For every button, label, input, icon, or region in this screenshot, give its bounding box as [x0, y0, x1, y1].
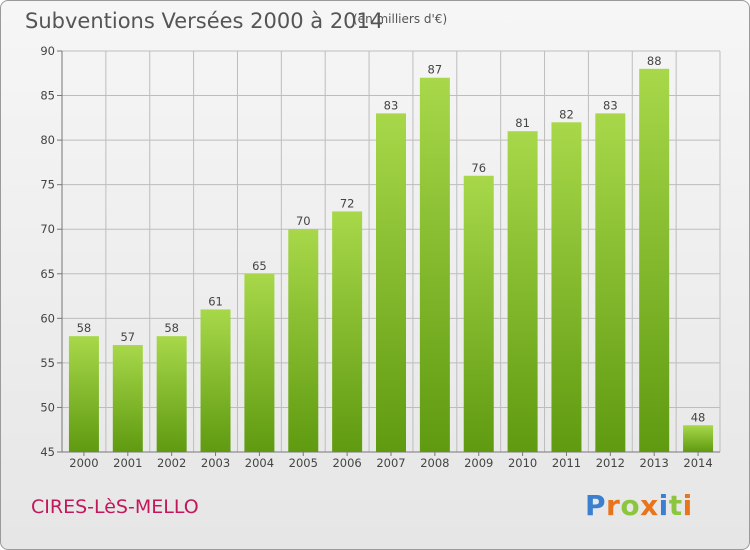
y-tick-label: 75 — [40, 178, 55, 192]
y-tick-label: 65 — [40, 267, 55, 281]
bar-2010 — [507, 131, 538, 452]
logo-letter: o — [620, 489, 641, 522]
x-tick-label-2000: 2000 — [69, 456, 98, 470]
y-tick-label: 50 — [40, 400, 55, 414]
bar-2012 — [595, 113, 626, 452]
value-label-2010: 81 — [515, 116, 530, 130]
value-label-2008: 87 — [428, 63, 443, 77]
logo-letter: x — [640, 489, 659, 522]
x-tick-label-2007: 2007 — [376, 456, 405, 470]
y-tick-label: 60 — [40, 311, 55, 325]
logo-letter: t — [668, 489, 683, 522]
bar-2005 — [288, 229, 319, 452]
value-label-2006: 72 — [340, 196, 355, 210]
x-tick-label-2004: 2004 — [245, 456, 274, 470]
y-tick-label: 85 — [40, 89, 55, 103]
x-tick-label-2005: 2005 — [289, 456, 318, 470]
bar-2014 — [683, 425, 714, 452]
logo-letter: P — [585, 489, 607, 522]
unit-note: (en milliers d'€) — [353, 12, 448, 26]
bar-2004 — [244, 273, 275, 452]
y-tick-label: 55 — [40, 356, 55, 370]
bar-2013 — [639, 68, 670, 453]
x-tick-label-2001: 2001 — [113, 456, 142, 470]
value-label-2004: 65 — [252, 259, 267, 273]
bar-2008 — [419, 77, 450, 452]
bar-2001 — [112, 345, 143, 452]
bar-2007 — [376, 113, 406, 452]
chart-title: Subventions Versées 2000 à 2014 — [25, 9, 384, 33]
bar-2011 — [551, 122, 582, 453]
value-label-2012: 83 — [603, 98, 618, 112]
x-tick-label-2010: 2010 — [508, 456, 537, 470]
y-tick-label: 45 — [40, 445, 55, 459]
x-tick-label-2006: 2006 — [332, 456, 361, 470]
logo-letter: i — [682, 489, 693, 522]
logo-letter: i — [658, 489, 669, 522]
proxiti-logo: Proxiti — [585, 489, 693, 522]
value-label-2013: 88 — [647, 54, 662, 68]
x-tick-label-2003: 2003 — [201, 456, 230, 470]
value-label-2000: 58 — [77, 321, 92, 335]
bar-2000 — [68, 336, 99, 452]
bars — [68, 68, 714, 453]
value-label-2014: 48 — [691, 410, 706, 424]
x-tick-label-2012: 2012 — [596, 456, 625, 470]
value-label-2002: 58 — [164, 321, 179, 335]
value-label-2007: 83 — [384, 98, 399, 112]
value-label-2005: 70 — [296, 214, 311, 228]
x-tick-label-2002: 2002 — [157, 456, 186, 470]
axes — [57, 50, 720, 456]
x-tick-label-2014: 2014 — [683, 456, 712, 470]
value-label-2011: 82 — [559, 107, 574, 121]
value-label-2003: 61 — [208, 294, 223, 308]
bar-2002 — [156, 336, 187, 452]
labels: 45 50 55 60 65 70 75 80 85 90 58 2000 57 2001 58 2002 61… — [40, 44, 712, 470]
value-label-2009: 76 — [471, 161, 486, 175]
value-label-2001: 57 — [120, 330, 135, 344]
x-tick-label-2008: 2008 — [420, 456, 449, 470]
bar-2003 — [200, 309, 231, 452]
x-tick-label-2011: 2011 — [552, 456, 581, 470]
x-tick-label-2013: 2013 — [640, 456, 669, 470]
y-tick-label: 70 — [40, 222, 55, 236]
bar-2009 — [463, 175, 494, 452]
commune-name: CIRES-LèS-MELLO — [31, 496, 199, 518]
logo-letter: r — [606, 489, 621, 522]
x-tick-label-2009: 2009 — [464, 456, 493, 470]
bar-2006 — [332, 211, 363, 452]
y-tick-label: 80 — [40, 133, 55, 147]
y-tick-label: 90 — [40, 44, 55, 58]
